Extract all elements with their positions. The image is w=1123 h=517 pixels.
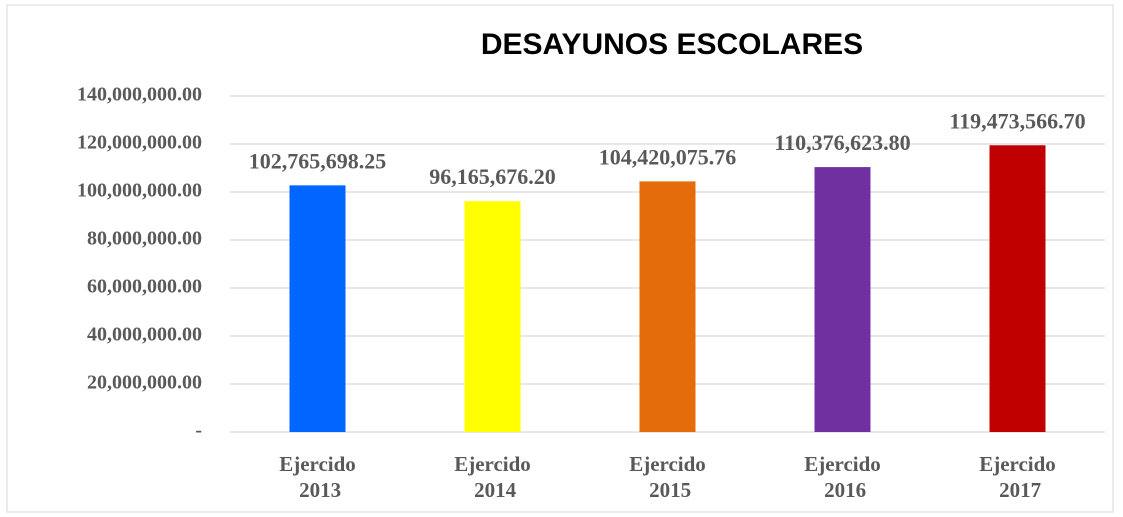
y-tick-label: 140,000,000.00 (77, 84, 202, 106)
bar (639, 181, 696, 432)
y-tick-label: 120,000,000.00 (77, 132, 202, 154)
data-label: 104,420,075.76 (599, 144, 737, 169)
bar (289, 185, 346, 432)
x-tick-line: 2015 (644, 478, 691, 502)
x-tick-line: 2017 (994, 478, 1041, 502)
y-tick-label: 40,000,000.00 (87, 324, 202, 346)
x-tick-label: Ejercido 2016 (804, 452, 881, 502)
bar (814, 167, 871, 432)
x-tick-line: 2014 (469, 478, 517, 502)
data-label: 119,473,566.70 (949, 108, 1085, 133)
chart-border (6, 4, 1114, 513)
data-label: 96,165,676.20 (429, 164, 556, 189)
y-tick-label: 20,000,000.00 (87, 372, 202, 394)
y-tick-label: 80,000,000.00 (87, 228, 202, 250)
x-tick-label: Ejercido 2014 (454, 452, 531, 502)
chart-title: DESAYUNOS ESCOLARES (481, 28, 863, 61)
y-tick-label: - (195, 420, 202, 442)
y-tick-label: 60,000,000.00 (87, 276, 202, 298)
bar (989, 145, 1046, 433)
x-tick-line: Ejercido (979, 452, 1056, 476)
bar (464, 201, 521, 432)
x-tick-line: Ejercido (454, 452, 531, 476)
x-tick-line: 2013 (294, 478, 341, 502)
x-tick-line: Ejercido (279, 452, 356, 476)
x-tick-label: Ejercido 2013 (279, 452, 356, 502)
x-tick-line: 2016 (819, 478, 866, 502)
data-label: 102,765,698.25 (249, 148, 387, 173)
data-label: 110,376,623.80 (774, 130, 910, 155)
x-tick-line: Ejercido (629, 452, 706, 476)
y-tick-label: 100,000,000.00 (77, 180, 202, 202)
x-tick-line: Ejercido (804, 452, 881, 476)
x-tick-label: Ejercido 2015 (629, 452, 706, 502)
x-tick-label: Ejercido 2017 (979, 452, 1056, 502)
